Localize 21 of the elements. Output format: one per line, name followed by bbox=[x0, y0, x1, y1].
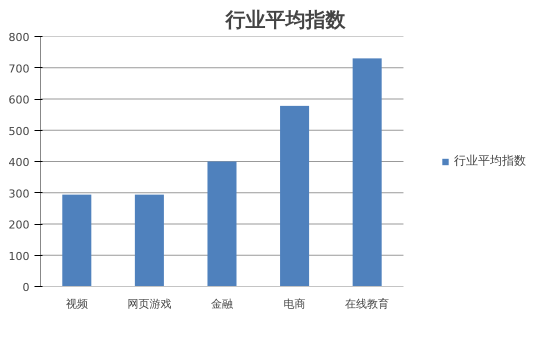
y-tick-label: 400 bbox=[8, 156, 30, 169]
y-tick-label: 200 bbox=[8, 218, 30, 232]
bar bbox=[207, 162, 236, 286]
x-tick-label: 视频 bbox=[66, 298, 88, 310]
bar bbox=[280, 106, 310, 286]
y-tick-label: 300 bbox=[8, 187, 30, 200]
bar bbox=[134, 194, 164, 286]
legend-label: 行业平均指数 bbox=[454, 152, 526, 170]
chart-title: 行业平均指数 bbox=[224, 8, 346, 32]
bar bbox=[352, 58, 382, 286]
y-tick-label: 600 bbox=[8, 94, 30, 106]
y-tick-label: 100 bbox=[8, 250, 30, 263]
x-tick-label: 金融 bbox=[210, 298, 233, 310]
y-tick-label: 700 bbox=[8, 62, 30, 76]
x-tick-label: 网页游戏 bbox=[127, 298, 172, 310]
y-tick-label: 800 bbox=[8, 31, 30, 44]
y-tick-label: 0 bbox=[22, 281, 30, 294]
x-tick-label: 在线教育 bbox=[345, 298, 390, 310]
x-tick-label: 电商 bbox=[284, 298, 306, 310]
y-tick-label: 500 bbox=[8, 124, 30, 138]
bar bbox=[62, 194, 92, 286]
